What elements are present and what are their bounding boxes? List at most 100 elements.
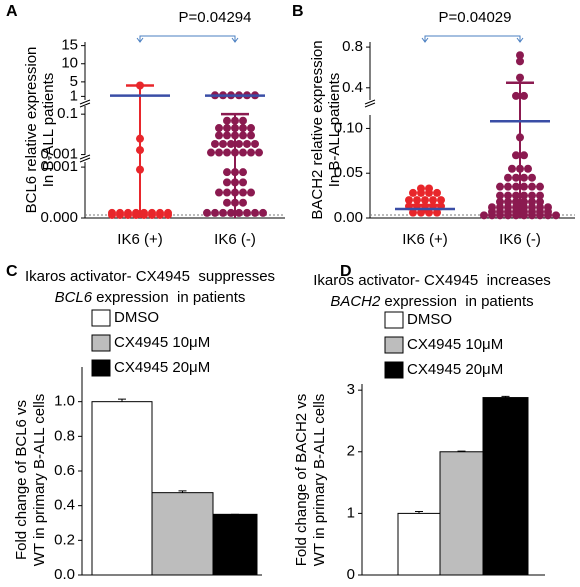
axis-break (79, 99, 91, 108)
dot (524, 164, 532, 173)
dot (223, 168, 231, 177)
dot (231, 168, 239, 177)
dot (136, 165, 144, 174)
y-axis-label-line: Fold change of BCL6 vs (13, 400, 30, 560)
y-axis-label: BCL6 relative expression In B-ALL patient… (23, 47, 57, 214)
legend-swatch (91, 359, 111, 377)
error-bar (415, 511, 423, 514)
dot (235, 208, 243, 217)
dot (520, 91, 528, 100)
dot (231, 148, 239, 157)
dot (516, 73, 524, 82)
legend-swatch (384, 311, 404, 329)
dot (259, 208, 267, 217)
y-tick-label: 0.6 (54, 462, 75, 479)
dot (108, 210, 116, 219)
dot (219, 139, 227, 148)
dot (239, 116, 247, 125)
dot (433, 188, 441, 197)
dot (227, 208, 235, 217)
error-bar (457, 450, 466, 452)
bracket (421, 35, 524, 43)
y-tick-label: 3 (347, 381, 355, 398)
dot (528, 182, 536, 191)
dot (520, 182, 528, 191)
dot (528, 191, 536, 200)
dot (496, 182, 504, 191)
dot (433, 208, 441, 217)
dot (429, 196, 437, 205)
legend-label: CX4945 20μM (407, 361, 503, 378)
dot (223, 178, 231, 187)
error-bar (501, 395, 510, 398)
y-tick-label: 0 (347, 566, 355, 583)
dot (508, 164, 516, 173)
y-tick-label: 0.05 (334, 164, 363, 181)
chart-title: BCL6 expression in patients (55, 289, 246, 306)
axis-break (79, 154, 91, 163)
axis-break (364, 99, 376, 108)
dot (235, 139, 243, 148)
dot (215, 188, 223, 197)
y-axis-label-line: In B-ALL patients (326, 73, 343, 188)
dot (215, 124, 223, 133)
bar (397, 512, 441, 576)
legend-swatch (384, 361, 404, 379)
dot (488, 211, 496, 220)
dot (512, 151, 520, 160)
legend-swatch (91, 309, 111, 327)
y-axis-label-line: Fold change of BACH2 vs (293, 394, 310, 567)
dot (215, 131, 223, 140)
dot (496, 211, 504, 220)
dot (223, 148, 231, 157)
dot (251, 208, 259, 217)
dot (231, 198, 239, 207)
dot (552, 211, 560, 220)
dot (504, 173, 512, 182)
dot (520, 173, 528, 182)
dot (512, 211, 520, 220)
chart-title: Ikaros activator- CX4945 suppresses (25, 268, 275, 285)
dot (247, 131, 255, 140)
dot (544, 211, 552, 220)
y-axis-label: BACH2 relative expression In B-ALL patien… (309, 40, 343, 219)
dot (504, 182, 512, 191)
y-axis-label-line: In B-ALL patients (40, 73, 57, 188)
dot (211, 139, 219, 148)
dot (156, 210, 164, 219)
bracket (136, 35, 239, 43)
title-rest: expression in patients (384, 293, 533, 310)
y-tick-label: 15 (61, 37, 78, 54)
panel-letter: A (6, 3, 18, 20)
bar (212, 513, 258, 576)
dot (247, 188, 255, 197)
dot (239, 168, 247, 177)
legend-swatch (91, 334, 111, 352)
dot (425, 208, 433, 217)
y-axis-label-line: BCL6 relative expression (23, 47, 40, 214)
y-tick-label: 0.001 (40, 158, 78, 175)
dot (203, 208, 211, 217)
dot (136, 134, 144, 143)
legend-label: CX4945 20μM (114, 359, 210, 376)
dot (480, 211, 488, 220)
y-tick-label: 1 (70, 87, 78, 104)
dot (516, 57, 524, 66)
bar (91, 401, 153, 576)
dot (417, 188, 425, 197)
y-tick-label: 2 (347, 443, 355, 460)
dot (239, 148, 247, 157)
dot (512, 173, 520, 182)
bar (151, 492, 214, 576)
panel-letter: C (6, 263, 18, 280)
panel-letter: B (292, 3, 304, 20)
dot (215, 148, 223, 157)
dot (536, 191, 544, 200)
y-tick-label: 0.001 (40, 146, 78, 163)
dot (528, 173, 536, 182)
y-tick-label: 0.4 (54, 497, 75, 514)
dot (223, 116, 231, 125)
dot (516, 164, 524, 173)
dot (417, 208, 425, 217)
